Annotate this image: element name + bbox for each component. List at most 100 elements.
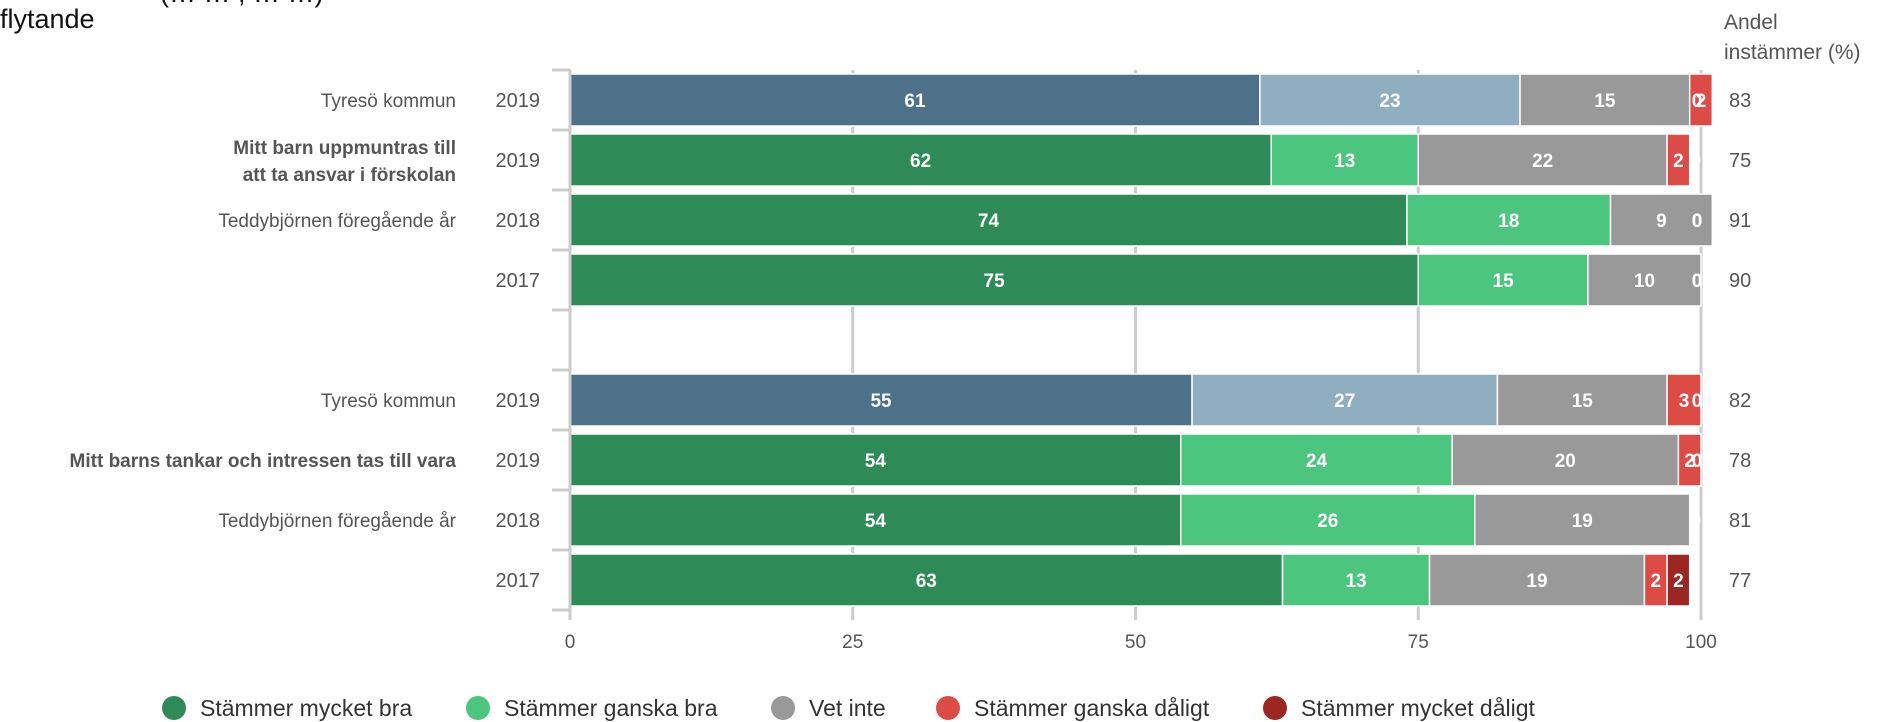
legend-swatch-2 bbox=[771, 696, 795, 720]
bar-segment-row2-s1 bbox=[1406, 193, 1612, 247]
bar-value-label: 2 bbox=[1673, 571, 1684, 592]
legend-label-3: Stämmer ganska dåligt bbox=[974, 695, 1210, 721]
row-label-line: Mitt barns tankar och intressen tas till… bbox=[70, 451, 457, 472]
legend-swatch-1 bbox=[466, 696, 490, 720]
row-total: 75 bbox=[1729, 150, 1751, 172]
bar-segment-row0-s0 bbox=[569, 73, 1261, 127]
legend-label-4: Stämmer mycket dåligt bbox=[1301, 695, 1536, 721]
bar-value-label: 2 bbox=[1650, 571, 1661, 592]
bar-value-label: 13 bbox=[1334, 151, 1355, 172]
bar-value-label: 54 bbox=[865, 451, 887, 472]
bar-value-label: 0 bbox=[1690, 511, 1701, 532]
row-year: 2018 bbox=[496, 210, 541, 232]
bar-value-label: 18 bbox=[1498, 211, 1519, 232]
row-year: 2019 bbox=[496, 390, 541, 412]
bar-segment-row1-s1 bbox=[1270, 133, 1419, 187]
row-total: 82 bbox=[1729, 390, 1751, 412]
bar-value-label: 61 bbox=[904, 91, 926, 112]
bar-segment-row0-s1 bbox=[1259, 73, 1521, 127]
bar-segment-row3-s2 bbox=[1587, 253, 1702, 307]
bar-value-label: 0 bbox=[1692, 211, 1703, 232]
bar-value-label: 0 bbox=[1692, 451, 1703, 472]
legend-swatch-0 bbox=[162, 696, 186, 720]
legend: Stämmer mycket bra Stämmer ganska bra Vet … bbox=[162, 695, 1536, 721]
row-year: 2017 bbox=[496, 270, 541, 292]
bar-value-label: 19 bbox=[1572, 511, 1593, 532]
bar-segment-row0-s3 bbox=[1688, 73, 1714, 127]
bar-value-label: 2 bbox=[1696, 91, 1707, 112]
bar-value-label: 2 bbox=[1673, 151, 1684, 172]
bar-segment-row3-s1 bbox=[1417, 253, 1589, 307]
row-label-line: Tyresö kommun bbox=[321, 91, 456, 112]
bar-segment-row5-s0 bbox=[569, 373, 1193, 427]
bar-segment-row7-s1 bbox=[1179, 493, 1476, 547]
bar-value-label: 0 bbox=[1690, 151, 1701, 172]
bar-value-label: 26 bbox=[1317, 511, 1338, 532]
row-label: Tyresö kommun bbox=[321, 91, 456, 112]
row-total: 90 bbox=[1729, 270, 1751, 292]
row-label-line: att ta ansvar i förskolan bbox=[243, 165, 456, 186]
bar-value-label: 0 bbox=[1692, 271, 1703, 292]
bar-segment-row6-s3 bbox=[1677, 433, 1702, 487]
bar-value-label: 0 bbox=[1690, 511, 1701, 532]
bar-value-label: 62 bbox=[910, 151, 931, 172]
total-header-line2: instämmer (%) bbox=[1724, 41, 1861, 64]
chart-title-fragment-top: (… … , … …) bbox=[160, 0, 324, 8]
bar-value-label: 15 bbox=[1594, 91, 1616, 112]
row-year: 2017 bbox=[496, 570, 541, 592]
bar-value-label: 0 bbox=[1692, 271, 1703, 292]
row-label-line: Teddybjörnen föregående år bbox=[218, 211, 456, 232]
x-tick-label-0: 0 bbox=[565, 632, 576, 653]
bar-value-label: 54 bbox=[865, 511, 887, 532]
bar-segment-row0-s2 bbox=[1519, 73, 1691, 127]
x-tick-label-25: 25 bbox=[842, 632, 863, 653]
bar-segment-row6-s0 bbox=[569, 433, 1182, 487]
bar-value-label: 24 bbox=[1306, 451, 1328, 472]
bar-segment-row7-s2 bbox=[1474, 493, 1691, 547]
bar-segment-row8-s0 bbox=[569, 553, 1284, 607]
row-year: 2018 bbox=[496, 510, 541, 532]
row-label: Teddybjörnen föregående år bbox=[218, 211, 456, 232]
bar-value-label: 0 bbox=[1692, 391, 1703, 412]
legend-swatch-3 bbox=[936, 696, 960, 720]
row-label: Mitt barn uppmuntras till att ta ansvar i… bbox=[233, 138, 456, 186]
bar-value-label: 2 bbox=[1684, 451, 1695, 472]
bar-value-label: 0 bbox=[1692, 211, 1703, 232]
legend-swatch-4 bbox=[1263, 696, 1287, 720]
bar-value-label: 63 bbox=[916, 571, 937, 592]
row-total: 78 bbox=[1729, 450, 1751, 472]
bar-value-label: 13 bbox=[1345, 571, 1366, 592]
bar-segment-row1-s3 bbox=[1666, 133, 1691, 187]
bar-value-label: 3 bbox=[1679, 391, 1690, 412]
row-label-line: Tyresö kommun bbox=[321, 391, 456, 412]
bar-segment-row2-s2 bbox=[1609, 193, 1714, 247]
bar-value-label: 27 bbox=[1334, 391, 1355, 412]
bar-value-label: 74 bbox=[978, 211, 1000, 232]
row-year: 2019 bbox=[496, 150, 541, 172]
legend-label-0: Stämmer mycket bra bbox=[200, 695, 412, 721]
x-tick-label-75: 75 bbox=[1408, 632, 1429, 653]
chart-title-fragment: flytande bbox=[0, 4, 95, 34]
bar-segment-row5-s3 bbox=[1666, 373, 1702, 427]
x-axis: 0 25 50 75 100 bbox=[552, 68, 1717, 653]
row-label: Tyresö kommun bbox=[321, 391, 456, 412]
row-total: 77 bbox=[1729, 570, 1751, 592]
row-year: 2019 bbox=[496, 90, 541, 112]
bar-value-label: 15 bbox=[1572, 391, 1594, 412]
bar-value-label: 0 bbox=[1692, 91, 1703, 112]
row-total: 81 bbox=[1729, 510, 1751, 532]
row-label-line: Mitt barn uppmuntras till bbox=[233, 138, 456, 159]
bar-value-label: 22 bbox=[1532, 151, 1553, 172]
bar-value-label: 15 bbox=[1493, 271, 1515, 292]
bar-value-label: 19 bbox=[1526, 571, 1547, 592]
bar-value-label: 23 bbox=[1379, 91, 1400, 112]
bar-segment-row7-s0 bbox=[569, 493, 1182, 547]
bar-value-label: 75 bbox=[984, 271, 1006, 292]
bar-value-label: 10 bbox=[1634, 271, 1655, 292]
row-total: 91 bbox=[1729, 210, 1751, 232]
row-year: 2019 bbox=[496, 450, 541, 472]
bar-segment-row8-s1 bbox=[1281, 553, 1431, 607]
